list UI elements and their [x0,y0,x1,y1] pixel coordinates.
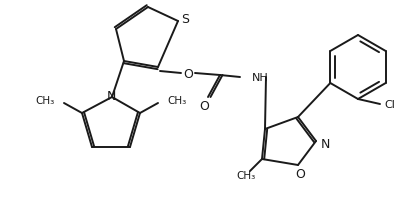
Text: O: O [295,168,305,181]
Text: O: O [183,67,193,80]
Text: NH: NH [252,73,269,83]
Text: CH₃: CH₃ [236,170,256,180]
Text: CH₃: CH₃ [167,96,186,105]
Text: N: N [106,90,116,103]
Text: S: S [181,13,189,25]
Text: CH₃: CH₃ [36,96,55,105]
Text: O: O [199,99,209,112]
Text: Cl: Cl [384,100,395,109]
Text: N: N [320,137,330,150]
